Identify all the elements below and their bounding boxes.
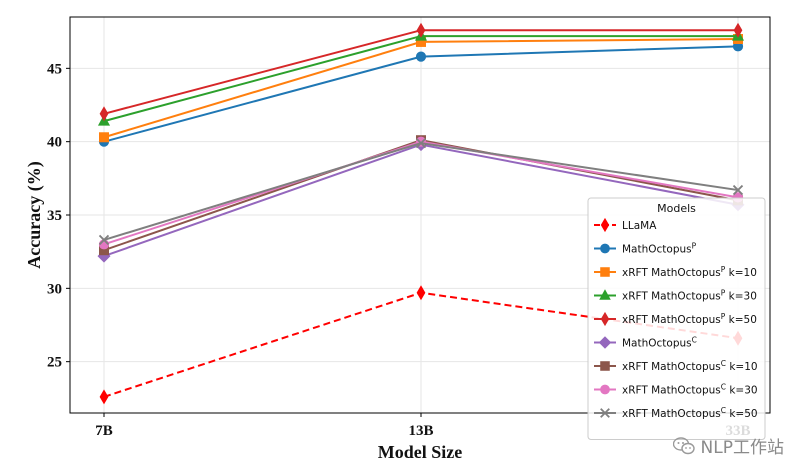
legend-marker: [600, 217, 610, 233]
watermark: NLP工作站: [672, 433, 784, 458]
data-point: [99, 132, 109, 143]
legend-item: xRFT MathOctopusP k=30: [594, 289, 757, 303]
y-tick-label: 45: [47, 61, 62, 77]
legend-item: xRFT MathOctopusC k=50: [594, 406, 758, 420]
y-tick-label: 40: [47, 135, 62, 151]
data-point: [416, 285, 426, 301]
legend-marker: [600, 384, 610, 395]
legend-title: Models: [657, 202, 696, 215]
series-5: [99, 22, 743, 122]
legend-label: xRFT MathOctopusP k=50: [622, 312, 757, 326]
legend-label: xRFT MathOctopusC k=50: [622, 406, 758, 420]
legend-item: xRFT MathOctopusC k=30: [594, 383, 758, 397]
legend-label: xRFT MathOctopusP k=30: [622, 289, 757, 303]
legend-marker: [600, 311, 610, 327]
legend-label: LLaMA: [622, 220, 657, 232]
legend-item: xRFT MathOctopusP k=50: [594, 311, 757, 327]
series-1: [99, 285, 743, 405]
legend-marker: [600, 408, 610, 418]
data-point: [99, 389, 109, 405]
series-9: [98, 137, 744, 246]
data-point: [415, 137, 427, 149]
wechat-icon: [672, 436, 695, 454]
data-point: [732, 184, 744, 196]
data-point: [415, 51, 427, 62]
legend-label: MathOctopusP: [622, 242, 697, 256]
legend-item: LLaMA: [594, 217, 657, 233]
legend-label: xRFT MathOctopusP k=10: [622, 265, 757, 279]
x-tick-label: 7B: [95, 423, 113, 439]
legend-item: xRFT MathOctopusC k=10: [594, 359, 758, 373]
legend-marker: [600, 267, 610, 277]
data-point: [733, 22, 743, 38]
legend-item: MathOctopusC: [594, 336, 697, 350]
x-axis-label: Model Size: [378, 442, 462, 462]
legend-item: MathOctopusP: [594, 242, 697, 256]
legend-marker: [600, 361, 610, 371]
legend-box: [587, 197, 766, 440]
legend-marker: [600, 243, 610, 254]
legend-label: MathOctopusC: [622, 336, 697, 350]
data-point: [416, 22, 426, 38]
x-tick-label: 13B: [408, 423, 433, 439]
y-tick-label: 30: [47, 281, 62, 297]
legend-marker: [599, 289, 611, 300]
y-axis-ticks: 25 30 35 40 45: [47, 61, 70, 371]
legend-label: xRFT MathOctopusC k=10: [622, 359, 758, 373]
y-axis-label: Accuracy (%): [24, 161, 45, 268]
legend-marker: [598, 336, 612, 349]
y-tick-label: 35: [47, 208, 62, 224]
data-point: [99, 106, 109, 122]
legend-label: xRFT MathOctopusC k=30: [622, 383, 758, 397]
data-point: [98, 234, 110, 246]
legend-item: xRFT MathOctopusP k=10: [594, 265, 757, 279]
watermark-text: NLP工作站: [700, 438, 784, 458]
y-tick-label: 25: [47, 355, 62, 371]
series-layer: [97, 22, 745, 405]
